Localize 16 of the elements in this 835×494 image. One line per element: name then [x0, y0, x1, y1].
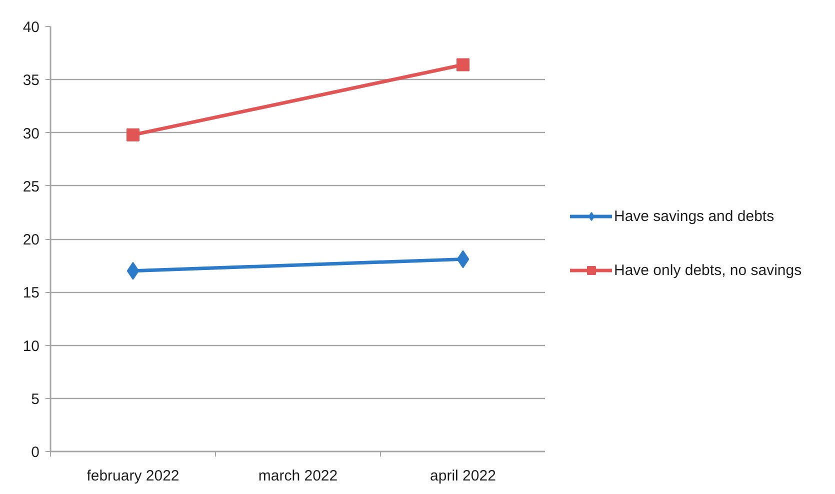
y-tick-label: 15	[22, 284, 40, 302]
x-tick-label: march 2022	[258, 468, 338, 484]
point	[456, 58, 470, 72]
point	[126, 128, 140, 142]
y-tick-label: 25	[22, 178, 40, 196]
y-tick-label: 40	[22, 19, 40, 36]
legend-label: Have only debts, no savings	[614, 262, 802, 278]
y-tick-label: 30	[22, 125, 40, 142]
x-tick-label: april 2022	[430, 468, 496, 484]
y-tick-label: 20	[22, 232, 40, 248]
x-tick-label: february 2022	[86, 468, 180, 484]
y-tick-label: 10	[22, 338, 40, 355]
y-tick-label: 0	[31, 444, 40, 461]
y-tick-label: 5	[31, 390, 40, 408]
legend-label: Have savings and debts	[614, 208, 774, 224]
y-tick-label: 35	[22, 72, 40, 90]
